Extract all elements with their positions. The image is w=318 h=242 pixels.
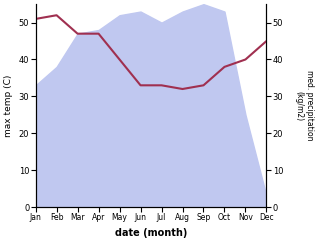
Y-axis label: med. precipitation
(kg/m2): med. precipitation (kg/m2) bbox=[294, 70, 314, 141]
Y-axis label: max temp (C): max temp (C) bbox=[4, 74, 13, 137]
X-axis label: date (month): date (month) bbox=[115, 228, 187, 238]
